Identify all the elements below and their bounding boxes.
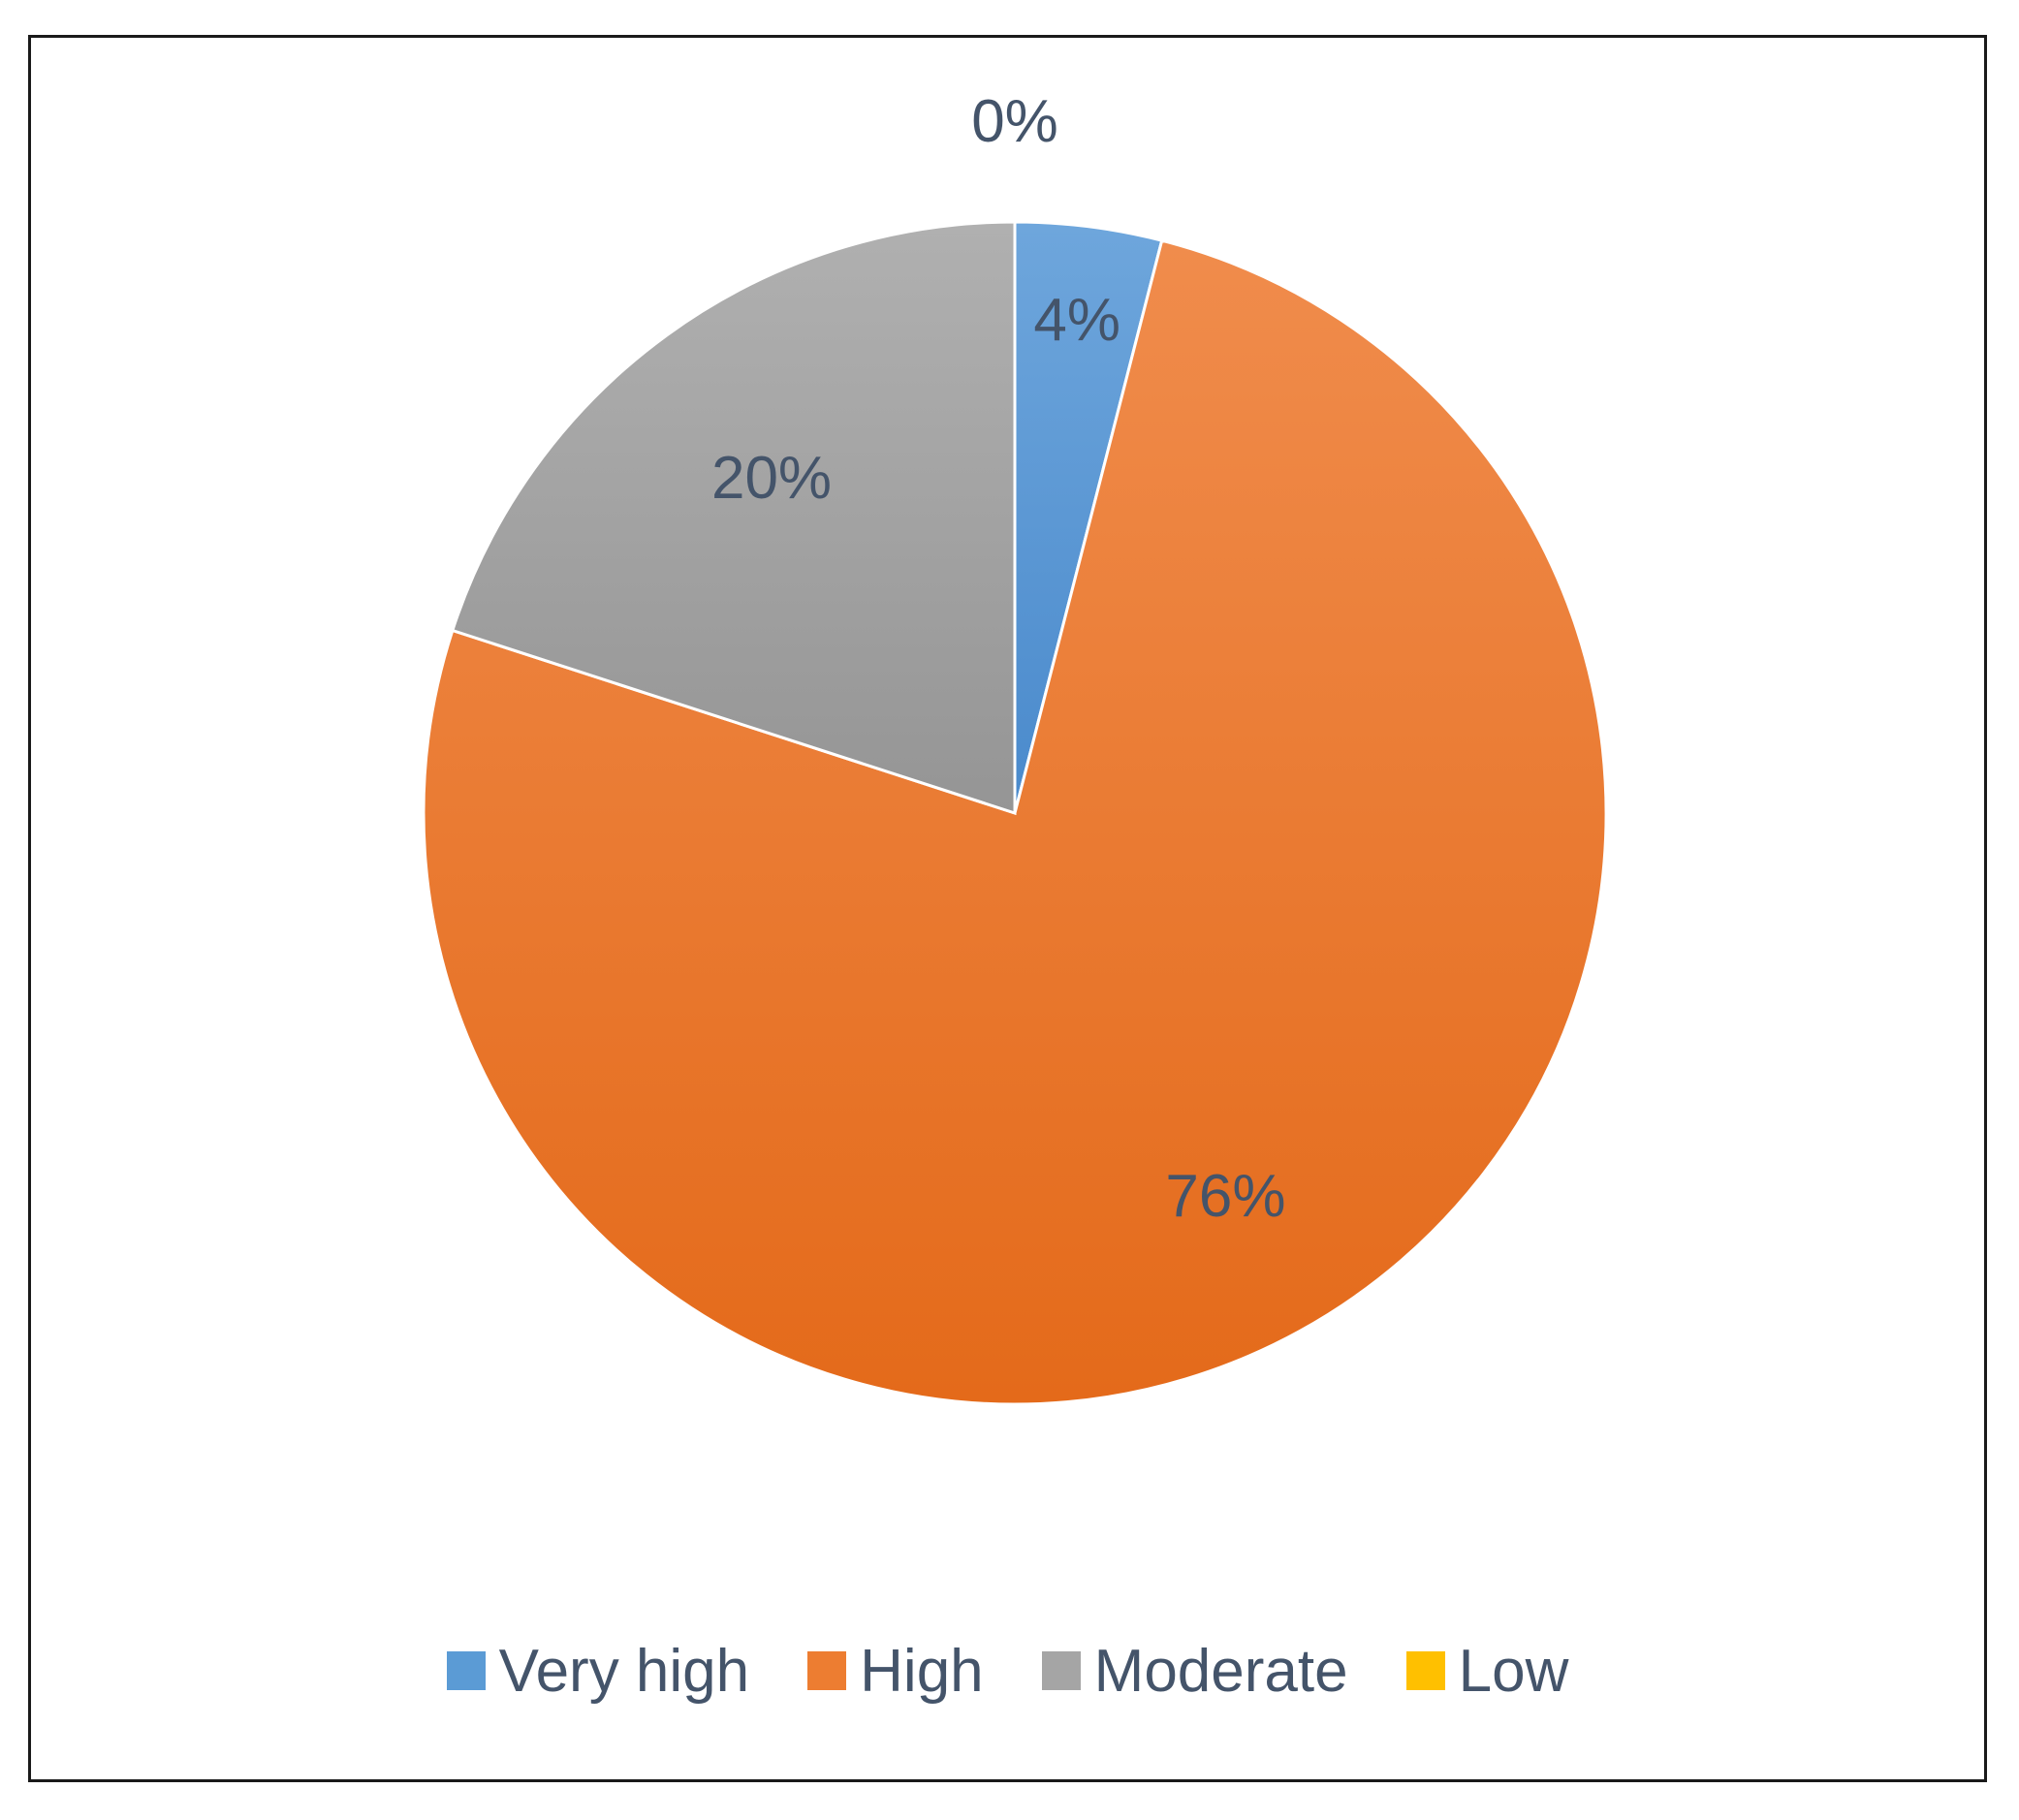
pie-slices	[422, 220, 1608, 1406]
data-label-moderate: 20%	[711, 445, 832, 512]
legend-label-very-high: Very high	[498, 1637, 750, 1705]
legend-label-low: Low	[1458, 1637, 1569, 1705]
data-label-low: 0%	[971, 88, 1058, 155]
legend-swatch-very-high	[446, 1651, 486, 1690]
data-label-very-high: 4%	[1033, 287, 1120, 354]
chart-frame: 4% 76% 20% 0% Very high High Moderate Low	[28, 35, 1987, 1782]
pie-slice-high	[422, 238, 1608, 1406]
legend-swatch-moderate	[1041, 1651, 1081, 1690]
legend-label-moderate: Moderate	[1093, 1637, 1348, 1705]
legend: Very high High Moderate Low	[31, 1627, 1984, 1714]
legend-label-high: High	[860, 1637, 984, 1705]
pie-data-labels: 4% 76% 20% 0%	[711, 88, 1286, 1230]
legend-item-low: Low	[1405, 1637, 1569, 1706]
legend-swatch-high	[807, 1651, 847, 1690]
legend-item-very-high: Very high	[446, 1637, 750, 1706]
legend-item-high: High	[807, 1637, 984, 1706]
pie-slice-moderate	[450, 220, 1017, 816]
data-label-high: 76%	[1165, 1163, 1285, 1230]
legend-swatch-low	[1405, 1651, 1445, 1690]
legend-item-moderate: Moderate	[1041, 1637, 1348, 1706]
pie-chart: 4% 76% 20% 0%	[422, 88, 1608, 1406]
